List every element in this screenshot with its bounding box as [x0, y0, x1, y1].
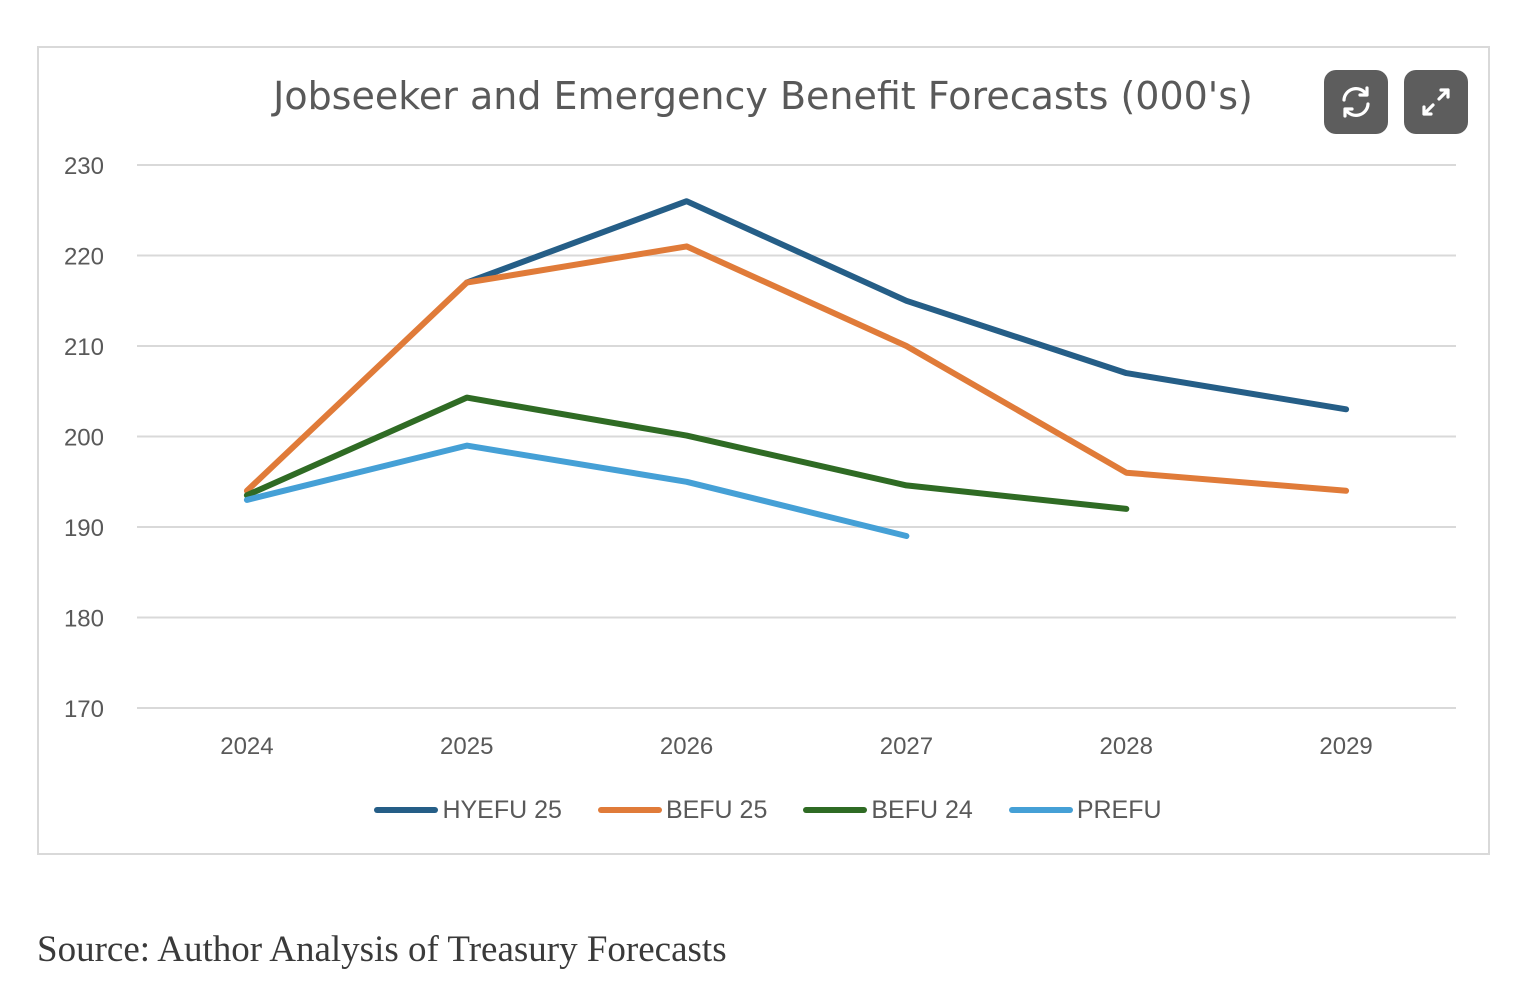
legend-label: PREFU [1076, 795, 1162, 824]
legend-item: PREFU [1008, 795, 1162, 825]
expand-button[interactable] [1404, 70, 1468, 134]
legend-item: HYEFU 25 [374, 795, 562, 825]
expand-icon [1422, 88, 1450, 116]
y-tick-label: 230 [64, 153, 104, 180]
y-tick-label: 220 [64, 244, 104, 271]
x-tick-label: 2027 [880, 733, 933, 760]
refresh-icon [1342, 86, 1370, 118]
legend-label: BEFU 25 [665, 795, 768, 824]
x-tick-label: 2025 [440, 733, 493, 760]
legend-swatch [1008, 807, 1073, 813]
source-caption: Source: Author Analysis of Treasury Fore… [37, 929, 727, 970]
refresh-button[interactable] [1324, 70, 1388, 134]
x-tick-label: 2026 [660, 733, 713, 760]
legend-label: BEFU 24 [871, 795, 973, 824]
legend-item: BEFU 24 [803, 795, 973, 825]
y-tick-label: 210 [64, 334, 104, 361]
legend-label: HYEFU 25 [442, 795, 562, 824]
chart-title: Jobseeker and Emergency Benefit Forecast… [273, 74, 1253, 118]
x-tick-label: 2024 [220, 733, 273, 760]
series-line-befu-25 [243, 243, 1350, 494]
y-tick-label: 180 [64, 606, 104, 633]
series-line-prefu [243, 442, 910, 539]
legend-swatch [374, 807, 439, 813]
legend-swatch [803, 807, 868, 813]
legend: HYEFU 25 BEFU 25 BEFU 24 PREFU [0, 794, 1536, 826]
legend-swatch [597, 807, 662, 813]
x-tick-label: 2028 [1100, 733, 1153, 760]
y-tick-label: 190 [64, 515, 104, 542]
series-line-befu-24 [243, 394, 1130, 512]
legend-item: BEFU 25 [597, 795, 768, 825]
x-tick-label: 2029 [1319, 733, 1372, 760]
y-tick-label: 200 [64, 425, 104, 452]
y-tick-label: 170 [64, 696, 104, 723]
series-line-hyefu-25 [463, 198, 1350, 413]
